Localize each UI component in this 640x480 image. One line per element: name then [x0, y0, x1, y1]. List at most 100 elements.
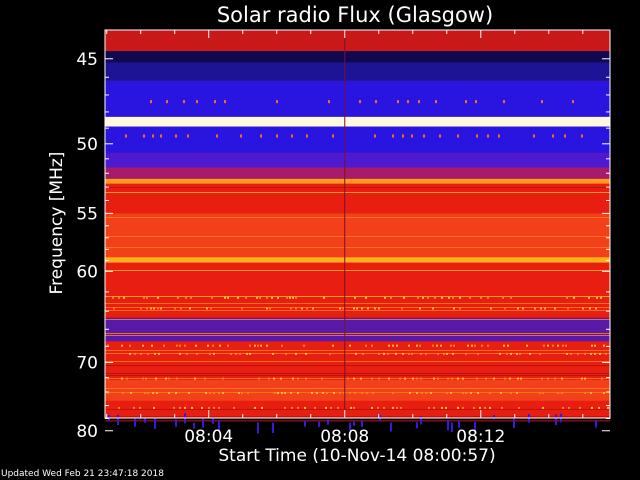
interference-speckle: [361, 420, 363, 428]
burst-speckle: [470, 391, 472, 394]
frequency-band: [105, 183, 610, 214]
interference-speckle: [193, 422, 195, 429]
burst-speckle: [428, 406, 430, 409]
burst-speckle: [355, 352, 357, 355]
burst-speckle: [419, 344, 421, 347]
burst-speckle: [377, 406, 379, 409]
x-axis: 08:04 08:08 08:12: [106, 30, 584, 447]
burst-speckle: [420, 377, 422, 380]
burst-speckle: [350, 406, 352, 409]
burst-speckle: [441, 406, 443, 409]
burst-speckle: [489, 406, 491, 409]
burst-speckle: [392, 344, 394, 347]
burst-speckle: [290, 307, 292, 310]
burst-speckle: [291, 134, 293, 138]
burst-speckle: [566, 296, 568, 299]
burst-speckle: [544, 307, 546, 310]
burst-speckle: [484, 406, 486, 409]
spectral-striation: [105, 192, 610, 194]
spectral-striation: [105, 392, 610, 394]
burst-speckle: [433, 406, 435, 409]
burst-speckle: [404, 377, 406, 380]
burst-speckle: [543, 344, 545, 347]
burst-speckle: [325, 406, 327, 409]
frequency-band: [105, 317, 610, 342]
burst-speckle: [446, 391, 448, 394]
burst-speckle: [437, 352, 439, 355]
burst-speckle: [349, 391, 351, 394]
burst-speckle: [184, 406, 186, 409]
burst-speckle: [297, 391, 299, 394]
burst-speckle: [371, 377, 373, 380]
interference-speckle: [458, 420, 460, 428]
burst-speckle: [450, 344, 452, 347]
burst-speckle: [230, 352, 232, 355]
y-tick-label: 80: [76, 422, 98, 442]
burst-speckle: [122, 391, 124, 394]
burst-speckle: [224, 296, 226, 299]
y-axis: 45 50 55 60 70 80: [76, 50, 610, 442]
burst-speckle: [180, 307, 182, 310]
burst-speckle: [433, 377, 435, 380]
burst-speckle: [150, 100, 152, 104]
burst-speckle: [425, 391, 427, 394]
burst-speckle: [163, 344, 165, 347]
burst-speckle: [517, 377, 519, 380]
burst-speckle: [540, 307, 542, 310]
burst-speckle: [266, 344, 268, 347]
burst-speckle: [143, 296, 145, 299]
burst-speckle: [285, 352, 287, 355]
burst-speckle: [432, 344, 434, 347]
burst-speckle: [196, 352, 198, 355]
burst-speckle: [330, 406, 332, 409]
burst-speckle: [301, 307, 303, 310]
burst-speckle: [547, 377, 549, 380]
burst-speckle: [205, 391, 207, 394]
burst-speckle: [501, 406, 503, 409]
burst-speckle: [175, 391, 177, 394]
frequency-band: [105, 116, 610, 127]
burst-speckle: [277, 391, 279, 394]
burst-speckle: [503, 100, 505, 104]
burst-speckle: [371, 344, 373, 347]
burst-speckle: [343, 391, 345, 394]
burst-speckle: [392, 134, 394, 138]
burst-speckle: [295, 296, 297, 299]
burst-speckle: [322, 391, 324, 394]
burst-speckle: [557, 344, 559, 347]
burst-speckle: [383, 352, 385, 355]
burst-speckle: [607, 406, 609, 409]
burst-speckle: [441, 296, 443, 299]
burst-speckle: [387, 352, 389, 355]
burst-speckle: [378, 307, 380, 310]
burst-speckle: [195, 344, 197, 347]
burst-speckle: [581, 377, 583, 380]
y-tick-label: 50: [76, 135, 98, 155]
burst-speckle: [168, 377, 170, 380]
burst-speckle: [354, 296, 356, 299]
burst-speckle: [507, 344, 509, 347]
burst-speckle: [392, 406, 394, 409]
plot-frame: [104, 29, 611, 419]
burst-speckle: [239, 352, 241, 355]
burst-speckle: [176, 377, 178, 380]
burst-speckle: [207, 344, 209, 347]
burst-speckle: [452, 296, 454, 299]
burst-speckle: [227, 296, 229, 299]
burst-speckle: [256, 296, 258, 299]
burst-speckle: [588, 296, 590, 299]
burst-speckle: [365, 296, 367, 299]
burst-speckle: [401, 307, 403, 310]
burst-speckle: [504, 377, 506, 380]
burst-speckle: [189, 307, 191, 310]
interference-speckle: [447, 419, 449, 431]
burst-speckle: [400, 406, 402, 409]
interference-speckle: [154, 417, 156, 429]
burst-speckle: [510, 296, 512, 299]
burst-speckle: [238, 391, 240, 394]
burst-speckle: [140, 352, 142, 355]
burst-speckle: [290, 391, 292, 394]
burst-speckle: [281, 391, 283, 394]
burst-speckle: [360, 377, 362, 380]
burst-speckle: [269, 307, 271, 310]
